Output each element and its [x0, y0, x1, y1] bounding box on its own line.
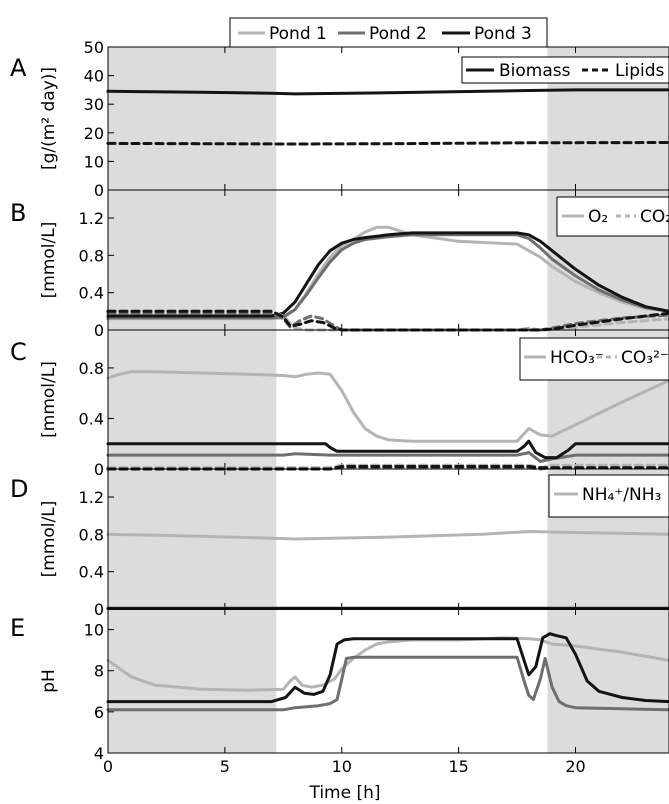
legend-label-o2: O₂ [588, 207, 608, 227]
night-shade-a-0 [108, 47, 277, 190]
series-c-pond-2-1 [106, 451, 669, 463]
night-shade-e-0 [108, 609, 277, 753]
ytick-label-a-2: 20 [84, 124, 104, 143]
x-axis-label: Time [h] [308, 783, 380, 803]
panel-letter-d: D [10, 475, 28, 503]
ytick-label-a-0: 0 [94, 181, 104, 200]
series-a-pond-3-1 [106, 141, 669, 146]
frame-e [107, 608, 669, 754]
night-shade-b-0 [108, 190, 277, 330]
panel-letter-a: A [10, 54, 27, 82]
ylabel-e: pH [39, 669, 59, 693]
ytick-label-c-1: 0.4 [79, 409, 104, 428]
series-layer [106, 88, 669, 712]
xtick-label-0: 0 [103, 757, 113, 776]
legend-panel-b: O₂ CO₂ [556, 196, 669, 237]
legend-label-pond-1: Pond 1 [269, 24, 327, 44]
panel-letter-c: C [10, 338, 27, 366]
ytick-label-b-1: 0.4 [79, 284, 104, 303]
xtick-label-1: 5 [220, 757, 230, 776]
legend-label-hco3: HCO₃⁻ [550, 348, 604, 368]
legend-panel-c: HCO₃⁻ CO₃²⁻ [519, 337, 669, 381]
legend-label-pond-2: Pond 2 [369, 24, 427, 44]
ylabel-a: [g/(m² day)] [39, 67, 59, 170]
ytick-label-c-0: 0 [94, 460, 104, 479]
ytick-label-e-0: 4 [94, 744, 104, 763]
ytick-label-b-3: 1.2 [79, 209, 104, 228]
series-b-pond-3-2 [106, 231, 669, 318]
series-e-pond-2-1 [106, 655, 669, 712]
panel-letter-b: B [10, 199, 26, 227]
legend-label-co2: CO₂ [640, 207, 669, 227]
legend-label-lipids: Lipids [615, 61, 664, 81]
panel-letter-e: E [10, 614, 25, 642]
xtick-label-2: 10 [332, 757, 352, 776]
top-legend-box [229, 17, 548, 48]
night-shade-c-0 [108, 330, 277, 469]
series-c-pond-1-0 [106, 370, 669, 443]
ytick-label-a-5: 50 [84, 38, 104, 57]
series-b-pond-3-5 [106, 309, 669, 332]
night-shade-e-1 [547, 609, 669, 753]
ytick-label-a-1: 10 [84, 152, 104, 171]
series-b-pond-2-1 [106, 233, 669, 320]
top-legend: Pond 1 Pond 2 Pond 3 [229, 17, 548, 48]
series-e-pond-3-2 [106, 632, 669, 704]
legend-label-pond-3: Pond 3 [474, 24, 532, 44]
ytick-label-c-2: 0.8 [79, 359, 104, 378]
ylabel-d: [mmol/L] [39, 501, 59, 578]
legend-label-biomass: Biomass [499, 61, 571, 81]
ytick-label-e-1: 6 [94, 703, 104, 722]
ytick-label-b-2: 0.8 [79, 246, 104, 265]
ytick-label-d-2: 0.8 [79, 525, 104, 544]
ytick-label-d-0: 0 [94, 600, 104, 619]
ytick-label-b-0: 0 [94, 321, 104, 340]
ylabel-c: [mmol/L] [39, 361, 59, 438]
ytick-label-e-3: 10 [84, 621, 104, 640]
series-d-pond-1-0 [106, 530, 669, 541]
series-c-pond-3-2 [106, 439, 669, 460]
ytick-label-e-2: 8 [94, 662, 104, 681]
legend-panel-a: Biomass Lipids [461, 56, 669, 84]
ytick-label-a-3: 30 [84, 95, 104, 114]
ytick-label-d-1: 0.4 [79, 563, 104, 582]
legend-label-nh4-nh3: NH₄⁺/NH₃ [582, 485, 661, 505]
series-e-pond-1-0 [106, 636, 669, 692]
xtick-label-3: 15 [448, 757, 468, 776]
xtick-label-4: 20 [565, 757, 585, 776]
ytick-label-a-4: 40 [84, 67, 104, 86]
ylabel-b: [mmol/L] [39, 222, 59, 299]
legend-panel-d: NH₄⁺/NH₃ [548, 474, 669, 518]
series-a-pond-3-0 [106, 88, 669, 96]
ytick-label-d-3: 1.2 [79, 488, 104, 507]
legend-label-co3: CO₃²⁻ [621, 348, 669, 368]
